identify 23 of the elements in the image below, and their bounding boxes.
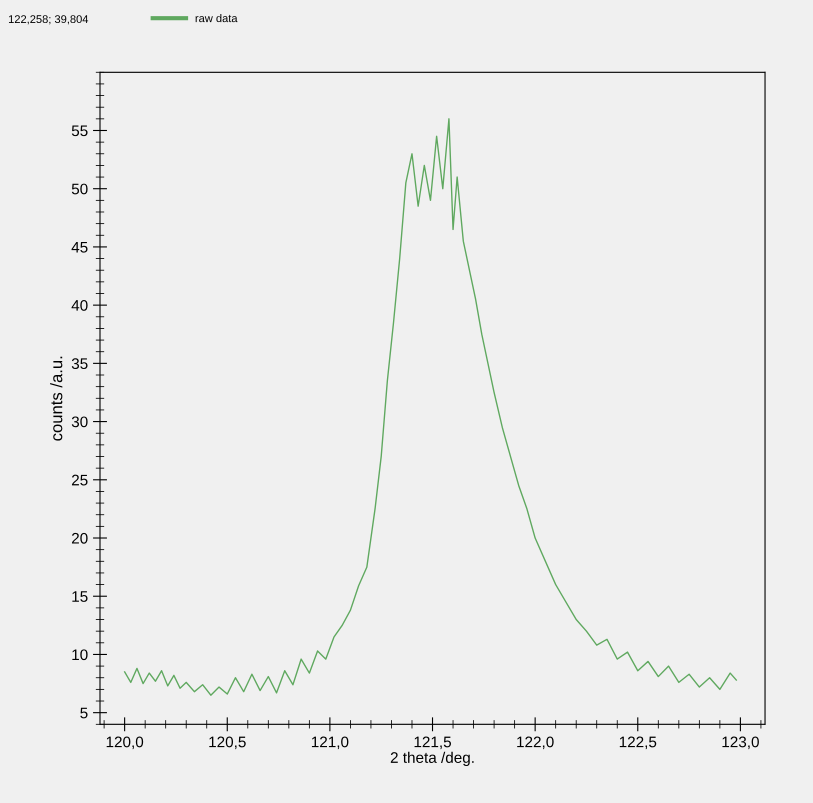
y-tick-label: 40 (72, 300, 88, 311)
y-tick-label: 35 (72, 358, 88, 370)
y-tick-label: 25 (72, 474, 88, 486)
x-tick-label: 121,5 (414, 736, 451, 750)
y-tick-label: 50 (72, 184, 88, 194)
y-tick-label: 10 (72, 649, 88, 660)
legend-label: raw data (196, 14, 238, 22)
y-tick-label: 45 (72, 242, 88, 253)
line-series (124, 118, 737, 696)
text: 122,258; 39,804 (8, 15, 88, 24)
y-tick-label: 5 (80, 708, 88, 718)
y-tick-label: 55 (72, 126, 88, 136)
y-tick-label: 15 (72, 591, 88, 602)
x-tick-label: 120,5 (209, 736, 246, 750)
x-tick-label: 122,0 (517, 736, 554, 750)
y-axis-title: counts /a.u. (50, 356, 62, 441)
x-tick-label: 121,0 (312, 736, 348, 750)
x-tick-label: 123,0 (722, 736, 759, 750)
x-tick-label: 122,5 (620, 736, 656, 750)
x-tick-label: 120,0 (106, 736, 144, 750)
x-axis-title: 2 theta /deg. (390, 752, 474, 766)
y-tick-label: 20 (72, 532, 88, 544)
y-tick-label: 30 (72, 416, 88, 428)
